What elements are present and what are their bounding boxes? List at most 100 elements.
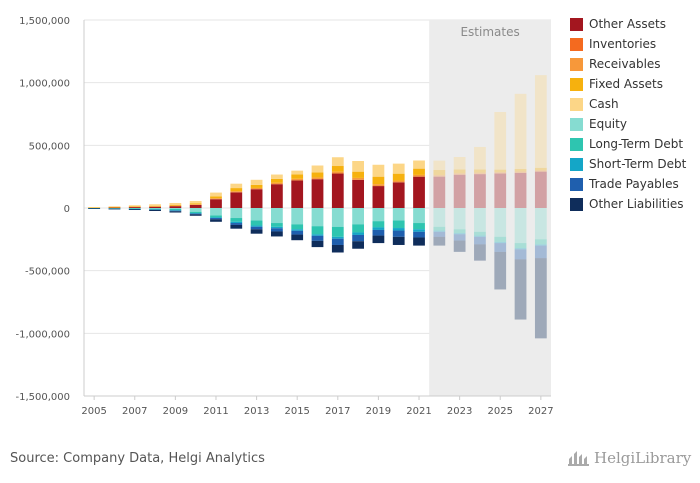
bar-segment-cash-2025 [494, 111, 507, 170]
bar-segment-receivables-2013 [250, 187, 263, 190]
bar-segment-short-term-debt-2025 [494, 241, 507, 244]
bar-segment-receivables-2012 [230, 191, 243, 193]
bar-segment-other-assets-2013 [250, 189, 263, 208]
bar-segment-long-term-debt-2015 [291, 224, 304, 230]
bar-segment-fixed-assets-2008 [149, 205, 161, 207]
bar-segment-receivables-2014 [271, 182, 283, 185]
legend-item[interactable]: Inventories [570, 34, 686, 54]
bar-segment-other-liabilities-2019 [372, 235, 385, 244]
bar-segment-other-liabilities-2007 [128, 209, 141, 211]
bar-segment-equity-2023 [453, 208, 466, 230]
bar-segment-long-term-debt-2017 [331, 226, 344, 237]
bar-segment-short-term-debt-2010 [189, 213, 202, 214]
bar-segment-short-term-debt-2009 [169, 210, 182, 211]
bar-segment-trade-payables-2013 [250, 226, 263, 230]
bar-segment-other-assets-2021 [413, 176, 425, 208]
y-tick-label: -1,000,000 [15, 329, 70, 340]
bar-segment-other-liabilities-2014 [271, 231, 283, 237]
x-tick-label: 2027 [528, 406, 553, 417]
bar-segment-short-term-debt-2014 [271, 226, 283, 229]
bar-segment-trade-payables-2023 [453, 234, 466, 241]
axes: 1,500,000 1,000,000 500,000 0 -500,000 -1,000… [15, 16, 553, 417]
bar-segment-cash-2010 [189, 200, 202, 204]
helgi-library-logo: HelgiLibrary [568, 449, 691, 467]
bar-segment-fixed-assets-2017 [331, 166, 344, 172]
legend-item[interactable]: Fixed Assets [570, 74, 686, 94]
x-tick-label: 2023 [447, 406, 472, 417]
bar-segment-fixed-assets-2014 [271, 178, 283, 183]
logo-icon [568, 451, 589, 466]
bar-segment-cash-2020 [392, 163, 405, 174]
bar-segment-trade-payables-2021 [413, 231, 425, 238]
y-tick-label: 1,000,000 [19, 79, 70, 90]
bar-segment-other-liabilities-2021 [413, 237, 425, 246]
bar-segment-other-assets-2025 [494, 173, 507, 208]
bar-segment-fixed-assets-2007 [128, 206, 141, 207]
legend-item[interactable]: Long-Term Debt [570, 134, 686, 154]
bar-segment-equity-2027 [534, 208, 547, 240]
bar-segment-receivables-2023 [453, 173, 466, 175]
bar-segment-short-term-debt-2012 [230, 221, 243, 224]
bar-segment-fixed-assets-2010 [189, 203, 202, 205]
legend-swatch [570, 77, 583, 91]
bar-segment-long-term-debt-2013 [250, 220, 263, 226]
bar-segment-receivables-2007 [128, 206, 141, 208]
bar-segment-long-term-debt-2010 [189, 211, 202, 214]
bar-segment-other-liabilities-2012 [230, 224, 243, 229]
legend-label: Equity [589, 117, 627, 131]
legend-swatch [570, 117, 583, 131]
bar-segment-short-term-debt-2020 [392, 228, 405, 231]
bar-segment-receivables-2009 [169, 205, 182, 207]
bar-segment-cash-2026 [514, 93, 527, 170]
bar-segment-fixed-assets-2019 [372, 176, 385, 185]
legend-swatch [570, 197, 583, 211]
bar-segment-other-assets-2024 [474, 174, 486, 208]
bar-segment-long-term-debt-2018 [352, 224, 364, 233]
legend-swatch [570, 137, 583, 151]
legend-label: Short-Term Debt [589, 157, 687, 171]
bar-segment-cash-2007 [128, 205, 141, 207]
bar-segment-fixed-assets-2011 [210, 196, 222, 199]
bar-segment-long-term-debt-2012 [230, 218, 243, 222]
y-tick-label: 500,000 [29, 141, 70, 152]
legend-item[interactable]: Other Liabilities [570, 194, 686, 214]
bar-segment-other-liabilities-2005 [88, 208, 101, 209]
legend-item[interactable]: Short-Term Debt [570, 154, 686, 174]
legend-item[interactable]: Receivables [570, 54, 686, 74]
x-tick-label: 2019 [366, 406, 391, 417]
bar-segment-receivables-2008 [149, 206, 161, 207]
legend-label: Receivables [589, 57, 661, 71]
bar-segment-short-term-debt-2022 [433, 230, 446, 232]
bar-segment-receivables-2020 [392, 180, 405, 183]
bar-segment-other-liabilities-2026 [514, 259, 527, 320]
legend-item[interactable]: Other Assets [570, 14, 686, 34]
bar-segment-receivables-2027 [534, 170, 547, 172]
bar-segment-equity-2018 [352, 208, 364, 225]
bar-segment-short-term-debt-2021 [413, 229, 425, 232]
bars [88, 75, 547, 339]
bar-segment-other-liabilities-2008 [149, 210, 161, 212]
bar-segment-equity-2014 [271, 208, 283, 224]
legend-label: Other Assets [589, 17, 666, 31]
legend-label: Cash [589, 97, 619, 111]
bar-segment-other-assets-2008 [149, 206, 161, 208]
bar-segment-other-assets-2018 [352, 179, 364, 208]
bar-segment-trade-payables-2018 [352, 234, 364, 242]
legend-item[interactable]: Cash [570, 94, 686, 114]
bar-segment-other-liabilities-2027 [534, 258, 547, 339]
bar-segment-other-liabilities-2011 [210, 219, 222, 222]
bar-segment-long-term-debt-2021 [413, 223, 425, 230]
legend-item[interactable]: Trade Payables [570, 174, 686, 194]
bar-segment-cash-2019 [372, 164, 385, 177]
legend-item[interactable]: Equity [570, 114, 686, 134]
bar-segment-other-assets-2020 [392, 182, 405, 208]
bar-segment-fixed-assets-2013 [250, 184, 263, 188]
bar-segment-other-assets-2022 [433, 176, 446, 208]
bar-segment-long-term-debt-2007 [128, 208, 141, 209]
legend-label: Long-Term Debt [589, 137, 684, 151]
bar-segment-long-term-debt-2011 [210, 215, 222, 218]
bar-segment-fixed-assets-2018 [352, 171, 364, 178]
bar-segment-other-assets-2011 [210, 199, 222, 208]
bar-segment-receivables-2017 [331, 171, 344, 174]
legend-swatch [570, 17, 583, 31]
